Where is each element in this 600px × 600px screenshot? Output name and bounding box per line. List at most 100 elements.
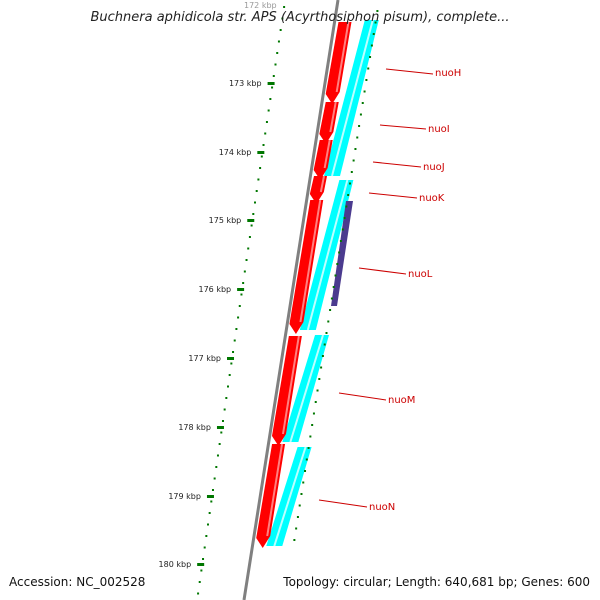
tick-dot xyxy=(264,132,267,135)
tick-dot xyxy=(203,546,206,549)
kbp-tick xyxy=(197,563,205,566)
right-tick-dot xyxy=(352,159,355,162)
tick-dot xyxy=(216,454,219,457)
tick-label: 175 kbp xyxy=(209,216,242,225)
right-tick-dot xyxy=(329,309,332,311)
right-tick-dot xyxy=(348,182,351,185)
kbp-tick xyxy=(227,357,235,360)
gene-callout-line xyxy=(379,124,427,130)
gene-label: nuoN xyxy=(369,502,395,513)
tick-dot xyxy=(225,397,228,399)
tick-dot xyxy=(243,270,246,273)
cds-highlight xyxy=(331,19,374,177)
right-tick-dot xyxy=(354,148,357,150)
tick-dot xyxy=(218,443,221,445)
tick-dot xyxy=(265,121,268,123)
tick-dot xyxy=(260,155,263,158)
gene-track xyxy=(256,21,352,548)
gene-label: nuoJ xyxy=(423,162,445,173)
tick-dot xyxy=(271,86,274,89)
tick-dot xyxy=(197,592,200,595)
right-tick-dot xyxy=(367,67,370,70)
right-tick-dot xyxy=(339,240,342,242)
gene-callout-line xyxy=(385,68,434,75)
tick-dot xyxy=(223,408,226,411)
tick-dot xyxy=(245,259,248,261)
kbp-tick xyxy=(247,219,255,222)
tick-dot xyxy=(279,29,282,31)
right-tick-dot xyxy=(356,136,359,139)
gene-label: nuoL xyxy=(408,269,433,280)
tick-dot xyxy=(220,431,223,434)
tick-dot xyxy=(221,420,224,422)
right-tick-dot xyxy=(323,343,326,346)
tick-dot xyxy=(242,282,245,284)
right-tick-dot xyxy=(307,447,310,449)
tick-dot xyxy=(281,17,284,20)
kbp-tick xyxy=(257,151,265,154)
tick-dot xyxy=(248,236,251,238)
tick-dot xyxy=(274,63,277,66)
tick-dot xyxy=(254,201,257,204)
right-tick-dot xyxy=(293,539,296,541)
tick-dot xyxy=(277,40,280,43)
genome-summary-text: Topology: circular; Length: 640,681 bp; … xyxy=(283,575,590,589)
right-tick-dot xyxy=(312,412,315,415)
right-tick-dot xyxy=(298,504,301,507)
map-title: Buchnera aphidicola str. APS (Acyrthosip… xyxy=(90,10,510,25)
kbp-tick xyxy=(216,426,224,429)
tick-dot xyxy=(272,75,275,77)
gene-callout-line xyxy=(368,192,418,199)
right-tick-dot xyxy=(295,527,298,530)
tick-dot xyxy=(247,247,250,250)
tick-dot xyxy=(227,385,230,388)
tick-dot xyxy=(208,512,211,514)
gene-callout-line xyxy=(358,267,407,275)
right-tick-dot xyxy=(338,251,341,254)
right-tick-dot xyxy=(341,228,344,231)
right-tick-dot xyxy=(321,355,324,357)
tick-label: 174 kbp xyxy=(219,148,252,157)
right-tick-dot xyxy=(343,217,346,219)
tick-dot xyxy=(230,362,233,365)
tick-label: 176 kbp xyxy=(199,285,232,294)
right-tick-dot xyxy=(334,274,337,277)
gene-highlight xyxy=(299,199,322,323)
right-tick-dot xyxy=(374,21,377,24)
gene-highlight xyxy=(319,175,325,193)
kbp-tick-marks: 173 kbp 174 kbp 175 kbp 176 kbp 177 kbp 178 k… xyxy=(159,79,275,569)
right-tick-dot xyxy=(296,516,299,518)
right-tick-dot xyxy=(365,79,368,81)
right-tick-dot xyxy=(316,389,319,392)
tick-dot xyxy=(238,305,241,307)
tick-dot-track xyxy=(197,6,286,595)
tick-label: 178 kbp xyxy=(178,423,211,432)
tick-dot xyxy=(198,581,201,583)
cds-highlight xyxy=(273,446,307,547)
feature-segment xyxy=(331,201,353,306)
tick-dot xyxy=(228,374,231,376)
right-tick-dot xyxy=(318,378,321,380)
tick-dot xyxy=(202,558,205,560)
right-tick-dot xyxy=(332,286,335,288)
right-tick-dot xyxy=(325,332,328,334)
kbp-tick xyxy=(267,82,275,85)
tick-label-172-kbp: 172 kbp xyxy=(244,1,277,10)
accession-text: Accession: NC_002528 xyxy=(9,575,146,589)
right-tick-dot xyxy=(345,205,348,208)
tick-dot xyxy=(206,523,209,526)
gene-arrow xyxy=(309,176,328,204)
cds-highlight xyxy=(306,179,349,331)
right-tick-dot xyxy=(347,194,350,196)
tick-dot xyxy=(252,213,255,215)
tick-dot xyxy=(213,477,216,480)
tick-dot xyxy=(211,489,214,491)
tick-dot xyxy=(215,466,218,468)
gene-labels: nuoH nuoI nuoJ nuoK nuoL nuoM nuoN xyxy=(318,68,461,513)
tick-dot xyxy=(255,190,258,192)
tick-dot xyxy=(283,6,286,8)
kbp-tick xyxy=(237,288,245,291)
tick-dot xyxy=(210,500,213,503)
gene-label: nuoK xyxy=(419,193,445,204)
